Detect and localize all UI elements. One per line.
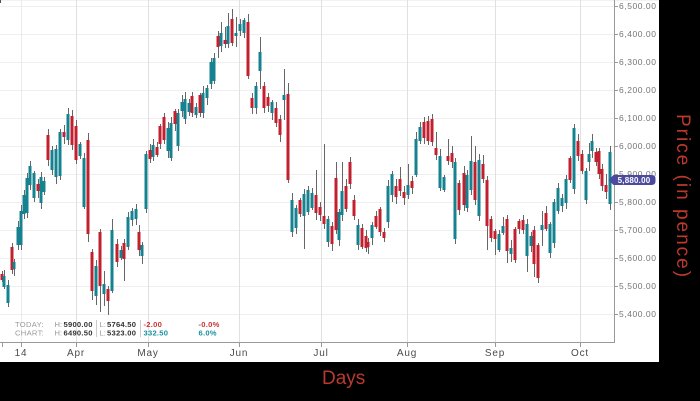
svg-text:L:: L:: [100, 329, 106, 338]
svg-text:Aug: Aug: [397, 348, 417, 359]
svg-text:6,000.00: 6,000.00: [619, 141, 657, 151]
svg-text:5,400.00: 5,400.00: [619, 309, 657, 319]
svg-text:-2.00: -2.00: [144, 320, 163, 329]
svg-text:Sep: Sep: [485, 348, 505, 359]
svg-text:H:: H:: [55, 329, 63, 338]
svg-text:6,400.00: 6,400.00: [619, 29, 657, 39]
svg-text:5,500.00: 5,500.00: [619, 281, 657, 291]
svg-text:6,300.00: 6,300.00: [619, 57, 657, 67]
svg-text:L:: L:: [100, 320, 106, 329]
svg-text:14: 14: [15, 348, 28, 359]
svg-text:-0.0%: -0.0%: [199, 320, 220, 329]
svg-text:5323.00: 5323.00: [107, 329, 136, 338]
svg-text:Apr: Apr: [67, 348, 85, 359]
svg-text:5,700.00: 5,700.00: [619, 225, 657, 235]
svg-text:5,900.00: 5,900.00: [619, 169, 657, 179]
svg-text:5764.50: 5764.50: [107, 320, 136, 329]
svg-text:6,100.00: 6,100.00: [619, 113, 657, 123]
svg-text:6490.50: 6490.50: [64, 329, 93, 338]
svg-text:May: May: [137, 348, 158, 359]
svg-text:Oct: Oct: [571, 348, 589, 359]
svg-text:332.50: 332.50: [144, 329, 169, 338]
svg-text:6,200.00: 6,200.00: [619, 85, 657, 95]
svg-text:5,800.00: 5,800.00: [619, 197, 657, 207]
svg-text:Jun: Jun: [230, 348, 249, 359]
svg-text:5900.00: 5900.00: [64, 320, 93, 329]
svg-text:Jul: Jul: [313, 348, 328, 359]
svg-text:H:: H:: [55, 320, 63, 329]
svg-text:5,880.00: 5,880.00: [618, 176, 651, 185]
svg-text:CHART:: CHART:: [15, 329, 44, 338]
svg-text:6,500.00: 6,500.00: [619, 1, 657, 11]
svg-text:6.0%: 6.0%: [199, 329, 217, 338]
svg-text:TODAY:: TODAY:: [15, 320, 44, 329]
svg-text:5,600.00: 5,600.00: [619, 253, 657, 263]
